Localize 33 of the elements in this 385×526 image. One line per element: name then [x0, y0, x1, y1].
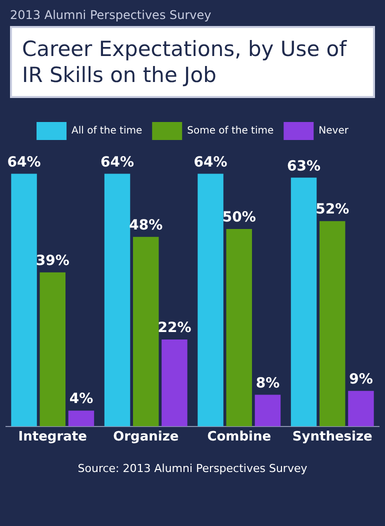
source-note: Source: 2013 Alumni Perspectives Survey: [76, 462, 308, 475]
data-label: 8%: [256, 375, 280, 392]
data-label: 63%: [287, 158, 321, 174]
bar: [198, 174, 224, 426]
bar: [226, 228, 252, 426]
chart-subtitle: 2013 Alumni Perspectives Survey: [9, 7, 212, 24]
bar: [348, 390, 374, 426]
legend-label: Some of the time: [187, 126, 274, 137]
data-label: 64%: [194, 154, 228, 170]
data-label: 52%: [316, 202, 350, 218]
data-label: 4%: [69, 391, 94, 408]
bar: [11, 174, 37, 426]
data-label: 50%: [222, 210, 256, 226]
x-tick-label: Integrate: [18, 430, 88, 445]
x-tick-label: Organize: [113, 430, 179, 445]
legend-label: All of the time: [72, 126, 142, 137]
x-tick-label: Combine: [207, 430, 272, 445]
bar: [320, 221, 346, 426]
chart-title: Career Expectations, by Use of IR Skills on the Job: [10, 26, 375, 98]
data-label: 64%: [100, 154, 134, 170]
x-tick-label: Synthesize: [292, 430, 373, 445]
bar: [133, 236, 159, 426]
data-label: 9%: [349, 372, 373, 388]
data-label: 22%: [158, 320, 192, 336]
bar: [40, 272, 66, 426]
bar: [290, 178, 317, 426]
bar: [162, 340, 188, 426]
data-label: 39%: [36, 253, 70, 270]
bar: [68, 410, 94, 426]
bar: [254, 394, 281, 426]
bar: [104, 174, 130, 426]
legend-label: Never: [318, 126, 350, 137]
data-label: 64%: [7, 154, 41, 170]
